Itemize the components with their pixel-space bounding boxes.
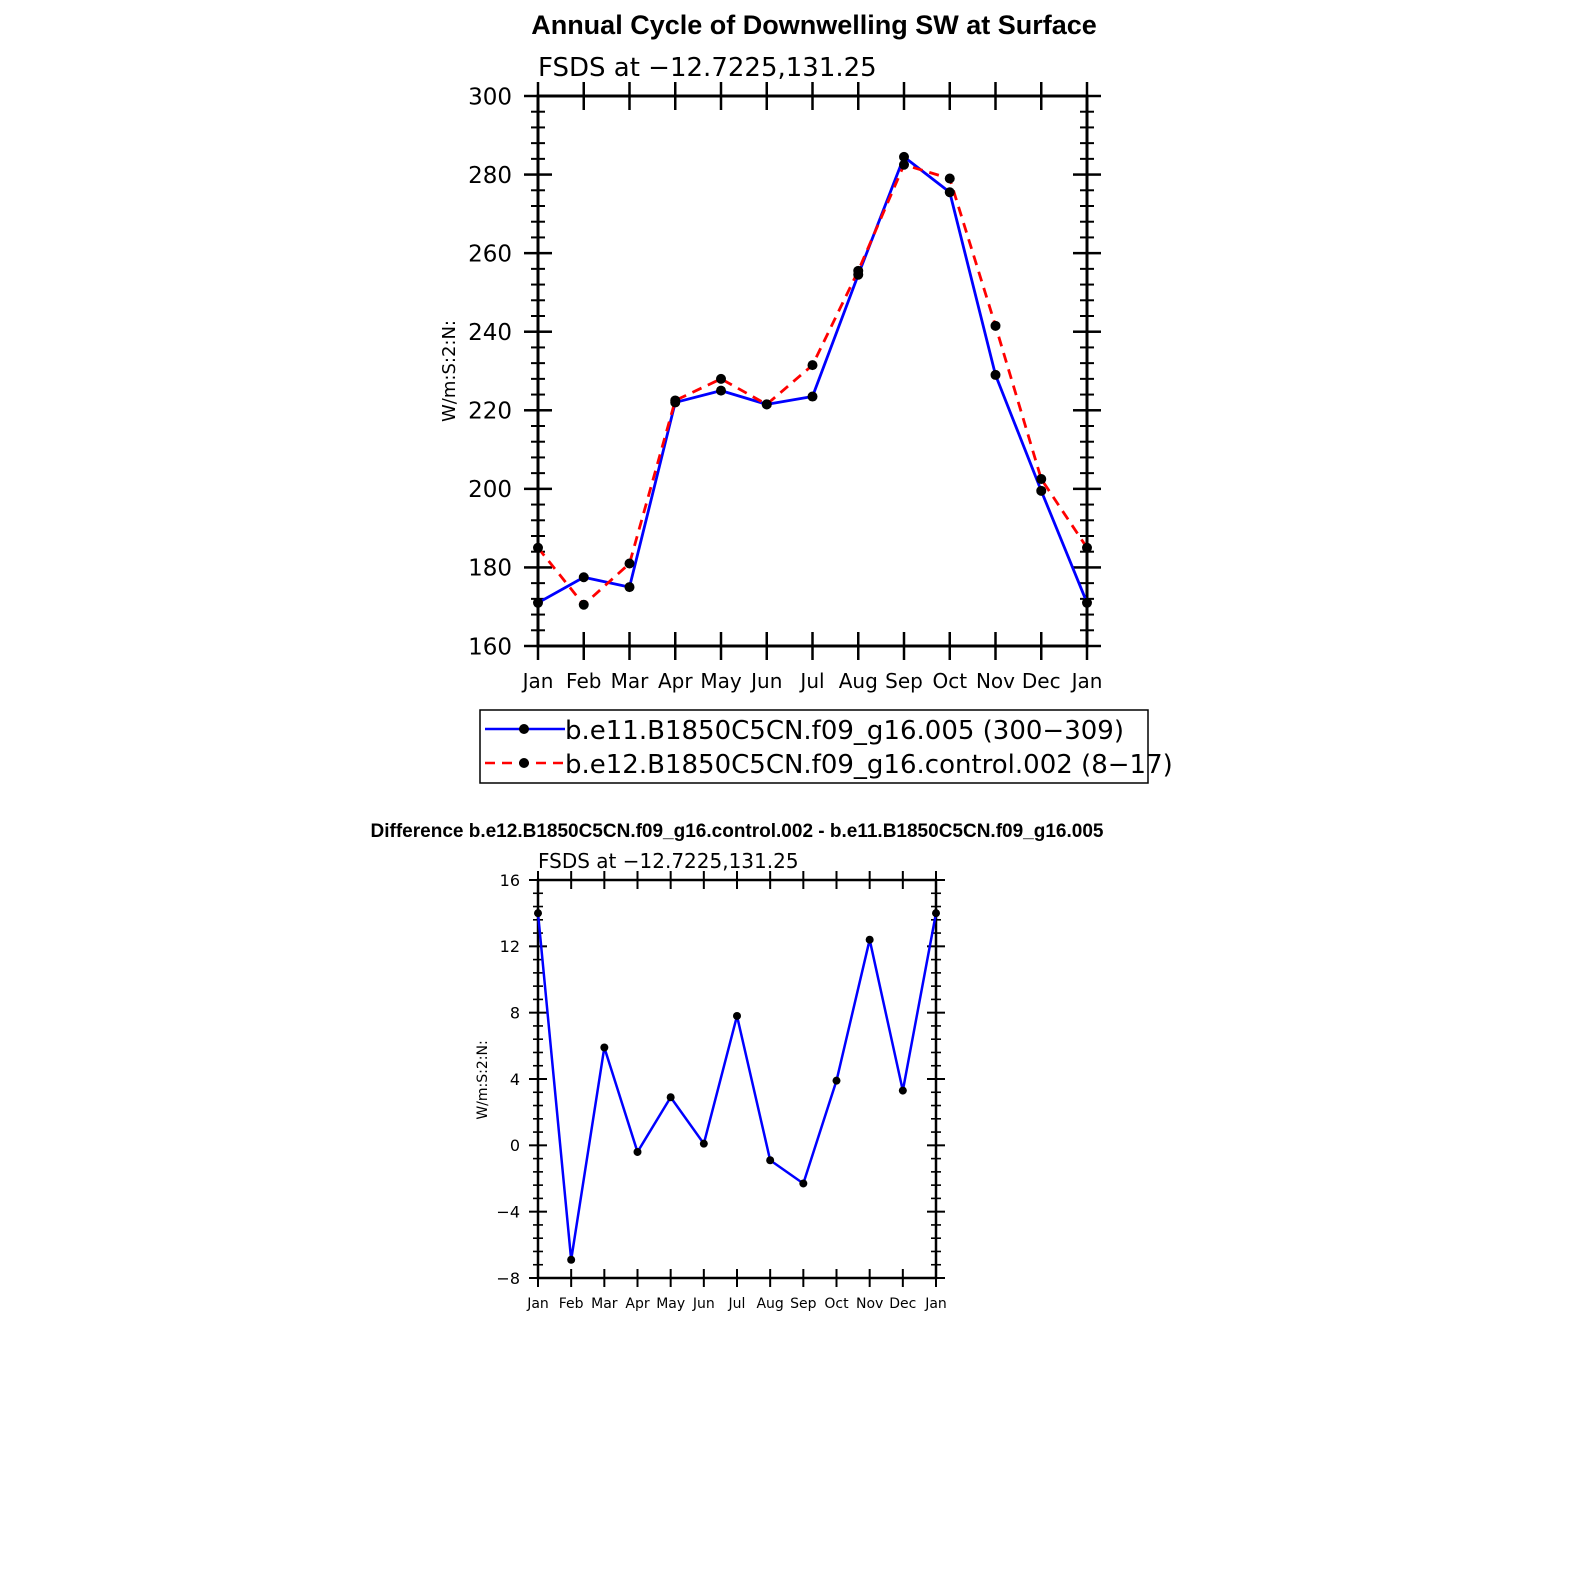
series-1-point (898, 1086, 907, 1095)
series-1-point (633, 1147, 642, 1156)
x-tick-label: Dec (1022, 669, 1061, 693)
legend-box (479, 709, 1149, 784)
series-2-point (899, 159, 909, 170)
series-line-2 (536, 163, 1089, 607)
series-1-point (567, 1255, 576, 1264)
chart2-title: Difference b.e12.B1850C5CN.f09_g16.contr… (371, 821, 1104, 842)
x-tick-label: Jul (798, 669, 824, 693)
series-2-point (761, 399, 772, 410)
series-2-point (1082, 542, 1092, 553)
series-1-point (932, 909, 940, 918)
y-tick-label: 12 (500, 937, 520, 956)
x-tick-label: Sep (885, 669, 923, 693)
series-2-point (533, 542, 543, 553)
series-1-point (600, 1043, 609, 1052)
series-1-point (534, 909, 542, 918)
chart1-subtitle: FSDS at −12.7225,131.25 (538, 53, 877, 83)
x-tick-label: Feb (566, 669, 601, 693)
x-tick-label: Jun (749, 669, 782, 693)
y-tick-label: 180 (468, 556, 512, 582)
x-tick-label: Mar (591, 1296, 618, 1312)
x-tick-label: Sep (790, 1296, 817, 1312)
y-tick-label: 4 (510, 1070, 520, 1089)
difference-chart: Difference b.e12.B1850C5CN.f09_g16.contr… (371, 821, 1104, 1312)
x-tick-label: Oct (824, 1296, 849, 1312)
x-tick-label: Apr (658, 669, 693, 693)
y-tick-label: 300 (468, 84, 512, 110)
series-1-point (533, 597, 543, 608)
series-2-point (944, 173, 955, 184)
x-tick-label: Aug (839, 669, 878, 693)
chart2-frame (536, 878, 938, 1280)
x-tick-label: May (656, 1296, 685, 1312)
series-line-1 (536, 912, 938, 1262)
chart1-title: Annual Cycle of Downwelling SW at Surfac… (531, 10, 1097, 40)
y-tick-label: −4 (496, 1202, 520, 1221)
y-tick-label: 200 (468, 477, 512, 503)
series-1-point (578, 572, 589, 583)
series-2-point (1036, 474, 1047, 485)
series-1-point (944, 187, 955, 198)
series-2-point (853, 265, 864, 276)
x-tick-label: Aug (756, 1296, 783, 1312)
series-1-point (799, 1179, 808, 1188)
legend-marker-series-1 (519, 724, 529, 734)
x-tick-label: Dec (889, 1296, 916, 1312)
chart2-ylabel: W/m:S:2:N: (475, 1040, 491, 1119)
series-2-point (578, 599, 589, 610)
y-tick-label: 260 (468, 241, 512, 267)
y-tick-label: 220 (468, 399, 512, 425)
series-2-point (990, 320, 1001, 331)
series-1-point (807, 391, 818, 402)
chart1-frame (536, 94, 1089, 648)
x-tick-label: Nov (856, 1296, 883, 1312)
series-1-point (666, 1093, 675, 1102)
y-tick-label: 8 (510, 1003, 520, 1022)
legend-label-series-1: b.e11.B1850C5CN.f09_g16.005 (300−309) (565, 716, 1124, 746)
series-1-point (733, 1011, 741, 1020)
x-tick-label: Oct (932, 669, 967, 693)
series-1-point (624, 582, 635, 593)
series-2-point (670, 395, 681, 406)
annual-cycle-chart: Annual Cycle of Downwelling SW at Surfac… (439, 10, 1173, 784)
x-tick-label: Jan (521, 669, 554, 693)
y-tick-label: 0 (510, 1136, 520, 1155)
x-tick-label: Jan (526, 1296, 549, 1312)
legend-label-series-2: b.e12.B1850C5CN.f09_g16.control.002 (8−1… (565, 750, 1173, 780)
x-tick-label: Jul (728, 1296, 746, 1312)
y-tick-label: −8 (496, 1269, 520, 1288)
series-2-point (624, 558, 635, 569)
y-tick-label: 280 (468, 163, 512, 189)
series-1-point (990, 369, 1001, 380)
series-1-point (1082, 597, 1092, 608)
legend-marker-series-2 (519, 758, 529, 768)
series-1-point (865, 935, 874, 944)
series-1-point (699, 1139, 708, 1148)
chart1-legend: b.e11.B1850C5CN.f09_g16.005 (300−309) b.… (479, 709, 1173, 784)
series-2-point (807, 360, 818, 371)
y-tick-label: 240 (468, 320, 512, 346)
x-tick-label: Nov (976, 669, 1015, 693)
series-1-point (832, 1076, 841, 1085)
x-tick-label: Jan (924, 1296, 947, 1312)
series-line-1 (537, 155, 1089, 605)
series-1-point (716, 385, 726, 396)
x-tick-label: Jan (1070, 669, 1103, 693)
series-1-point (766, 1156, 775, 1165)
chart2-subtitle: FSDS at −12.7225,131.25 (538, 849, 799, 873)
x-tick-label: Mar (611, 669, 650, 693)
x-tick-label: Feb (559, 1296, 584, 1312)
series-1-point (899, 151, 909, 162)
x-tick-label: May (700, 669, 742, 693)
y-tick-label: 16 (500, 871, 520, 890)
x-tick-label: Jun (692, 1296, 715, 1312)
x-tick-label: Apr (625, 1296, 649, 1312)
series-2-point (716, 373, 726, 384)
y-tick-label: 160 (468, 634, 512, 660)
chart1-ylabel: W/m:S:2:N: (439, 320, 460, 422)
series-1-point (1036, 485, 1047, 496)
